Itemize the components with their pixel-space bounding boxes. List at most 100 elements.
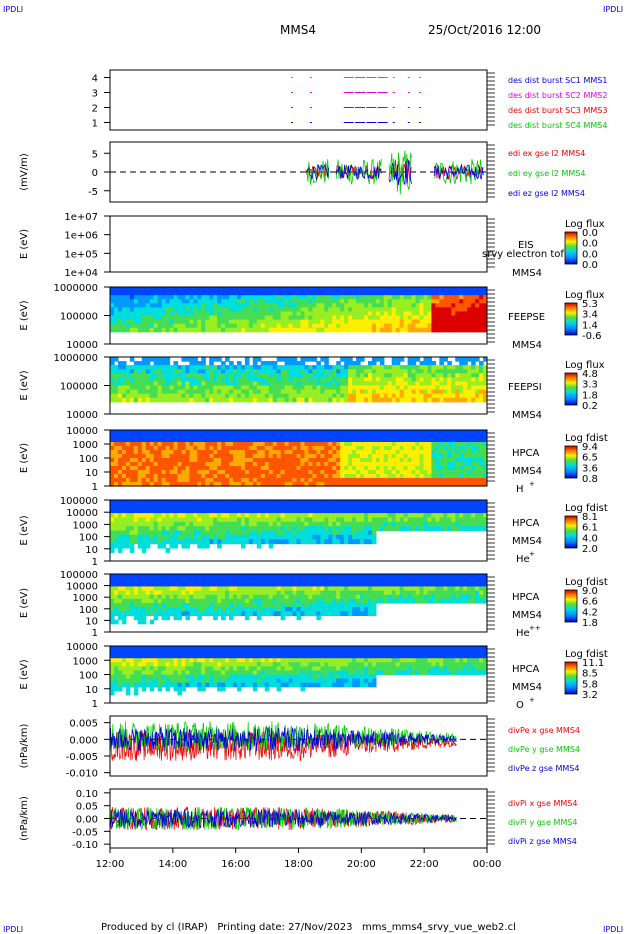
legend-entry: des dist burst SC2 MMS2 (508, 91, 607, 100)
spectrogram-cell (110, 590, 115, 596)
spectrogram-cell (328, 470, 333, 475)
spectrogram-cell (407, 373, 413, 378)
spectrogram-cell (455, 373, 460, 378)
spectrogram-cell (356, 478, 361, 483)
spectrogram-cell (268, 508, 274, 514)
spectrogram-cell (213, 450, 218, 455)
spectrogram-cell (217, 430, 222, 435)
spectrogram-cell (375, 462, 381, 467)
spectrogram-cell (244, 582, 250, 588)
spectrogram-cell (157, 458, 163, 463)
spectrogram-cell (268, 319, 274, 325)
spectrogram-cell (125, 434, 131, 439)
spectrogram-cell (229, 438, 234, 443)
spectrogram-cell (471, 373, 476, 378)
spectrogram-cell (129, 470, 135, 475)
spectrogram-cell (344, 500, 349, 505)
spectrogram-cell (284, 442, 290, 447)
edi-trace (335, 164, 382, 180)
spectrogram-cell (141, 389, 147, 395)
spectrogram-cell (213, 311, 218, 317)
spectrogram-cell (344, 434, 349, 439)
spectrogram-cell (427, 389, 433, 395)
spectrogram-cell (272, 470, 278, 475)
spectrogram-cell (391, 357, 397, 362)
spectrogram-cell (221, 307, 226, 313)
spectrogram-cell (475, 307, 480, 313)
spectrogram-cell (244, 539, 250, 545)
spectrogram-cell (387, 508, 393, 514)
spectrogram-cell (149, 287, 155, 292)
spectrogram-cell (312, 466, 317, 471)
spectrogram-cell (399, 462, 405, 467)
spectrogram-cell (221, 615, 226, 621)
spectrogram-cell (145, 361, 151, 366)
spectrogram-cell (288, 521, 294, 527)
spectrogram-cell (145, 508, 151, 514)
spectrogram-cell (110, 586, 115, 592)
spectrogram-cell (284, 530, 290, 536)
spectrogram-cell (483, 373, 487, 378)
spectrogram-cell (292, 287, 298, 292)
spectrogram-cell (236, 590, 242, 596)
spectrogram-cell (356, 513, 361, 519)
spectrogram-cell (236, 361, 242, 366)
spectrogram-cell (284, 438, 290, 443)
spectrogram-cell (145, 466, 151, 471)
spectrogram-cell (459, 373, 464, 378)
spectrogram-cell (260, 319, 266, 325)
spectrogram-cell (113, 474, 119, 479)
spectrogram-cell (356, 291, 361, 296)
spectrogram-cell (439, 307, 444, 313)
spectrogram-cell (264, 594, 270, 600)
spectrogram-cell (431, 500, 437, 505)
colorbar-title: Log fdist (565, 503, 608, 514)
spectrogram-cell (161, 438, 167, 443)
spectrogram-cell (336, 377, 341, 383)
spectrogram-cell (125, 385, 131, 391)
spectrogram-cell (133, 454, 139, 459)
spectrogram-cell (137, 539, 143, 545)
spectrogram-cell (197, 508, 202, 514)
spectrogram-cell (483, 500, 487, 505)
spectrogram-cell (133, 299, 139, 304)
spectrogram-cell (110, 530, 115, 536)
spectrogram-cell (387, 393, 393, 399)
y-axis-label: E (eV) (19, 300, 30, 330)
spectrogram-cell (332, 385, 337, 391)
spectrogram-cell (149, 482, 155, 487)
spectrogram-cell (332, 446, 337, 451)
spectrogram-cell (248, 381, 254, 387)
spectrogram-cell (209, 373, 214, 378)
spectrogram-cell (467, 365, 472, 370)
spectrogram-cell (407, 327, 413, 333)
spectrogram-cell (352, 526, 357, 532)
spectrogram-cell (177, 574, 183, 579)
spectrogram-cell (459, 311, 464, 317)
spectrogram-cell (348, 315, 353, 321)
spectrogram-cell (233, 295, 238, 300)
spectrogram-cell (209, 377, 214, 383)
spectrogram-cell (197, 327, 202, 333)
spectrogram-cell (479, 438, 484, 443)
spectrogram-cell (157, 521, 163, 527)
spectrogram-cell (411, 357, 417, 362)
spectrogram-cell (252, 590, 258, 596)
spectrogram-cell (463, 470, 468, 475)
spectrogram-cell (189, 590, 194, 596)
spectrogram-cell (419, 504, 425, 510)
spectrogram-cell (443, 438, 448, 443)
spectrogram-cell (117, 504, 123, 510)
spectrogram-cell (189, 377, 194, 383)
spectrogram-cell (260, 478, 266, 483)
spectrogram-cell (145, 586, 151, 592)
spectrogram-cell (217, 307, 222, 313)
spectrogram-cell (352, 287, 357, 292)
spectrogram-cell (467, 470, 472, 475)
legend-entry: des dist burst SC1 MMS1 (508, 76, 607, 85)
spectrogram-cell (344, 454, 349, 459)
spectrogram-cell (252, 373, 258, 378)
spectrogram-cell (229, 385, 234, 391)
spectrogram-cell (149, 594, 155, 600)
